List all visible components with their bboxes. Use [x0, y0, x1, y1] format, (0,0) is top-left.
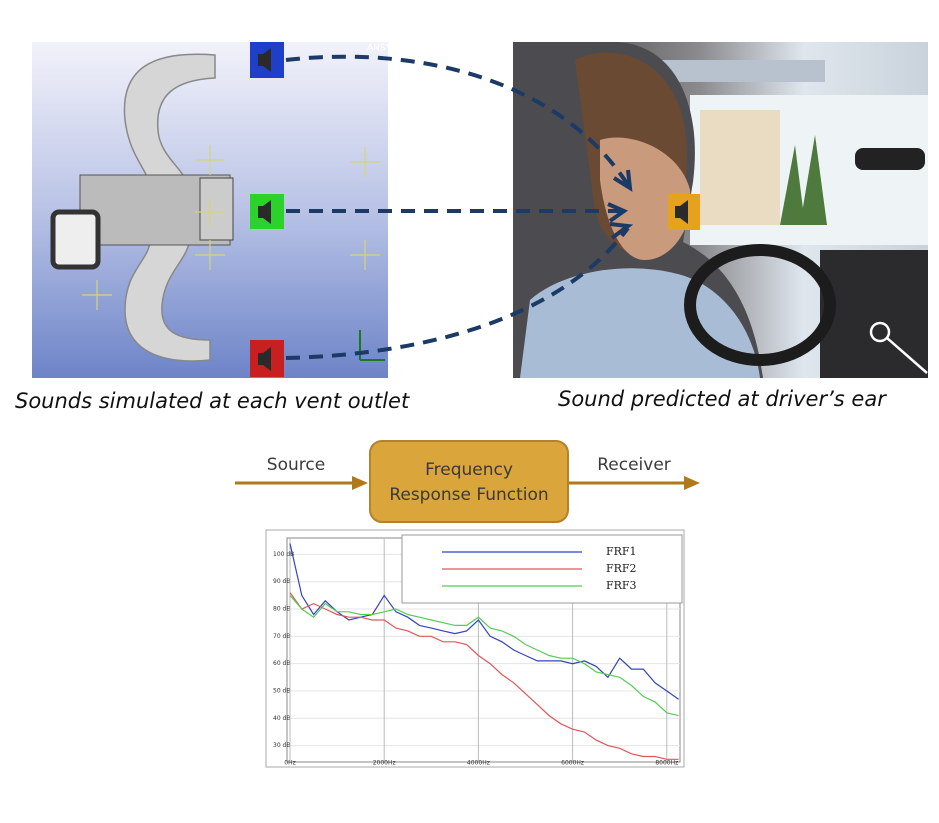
caption: Sounds simulated at each vent outlet	[15, 389, 410, 413]
legend-label: FRF3	[606, 579, 637, 592]
series-line	[289, 543, 679, 700]
y-tick-label: 60 dB	[273, 660, 290, 667]
legend-label: FRF1	[606, 545, 637, 558]
y-tick-label: 90 dB	[273, 578, 290, 585]
x-tick-label: 4000Hz	[467, 760, 490, 767]
arrowheads	[607, 169, 634, 240]
receiver-label: Receiver	[597, 455, 671, 475]
source-label: Source	[267, 455, 325, 475]
series-line	[289, 595, 679, 717]
speaker-icons	[250, 42, 700, 377]
simulation-image: ANSY	[32, 42, 392, 378]
legend-label: FRF2	[606, 562, 637, 575]
caption: Sound predicted at driver’s ear	[558, 387, 887, 411]
series-line	[289, 592, 679, 760]
sound-paths	[285, 54, 630, 360]
y-tick-label: 40 dB	[273, 715, 290, 722]
y-tick-label: 80 dB	[273, 606, 290, 613]
x-tick-label: 8000Hz	[655, 760, 678, 767]
flow-diagram: Source Receiver Frequency Response Funct…	[235, 440, 700, 523]
y-tick-label: 100 dB	[273, 551, 294, 558]
y-tick-label: 30 dB	[273, 742, 290, 749]
x-tick-label: 6000Hz	[561, 760, 584, 767]
x-tick-label: 0Hz	[284, 760, 295, 767]
y-tick-label: 70 dB	[273, 633, 290, 640]
box-label: Frequency	[425, 460, 513, 480]
y-tick-label: 50 dB	[273, 687, 290, 694]
x-tick-label: 2000Hz	[373, 760, 396, 767]
logo: ANSY	[367, 44, 392, 54]
box-label: Response Function	[389, 485, 548, 505]
